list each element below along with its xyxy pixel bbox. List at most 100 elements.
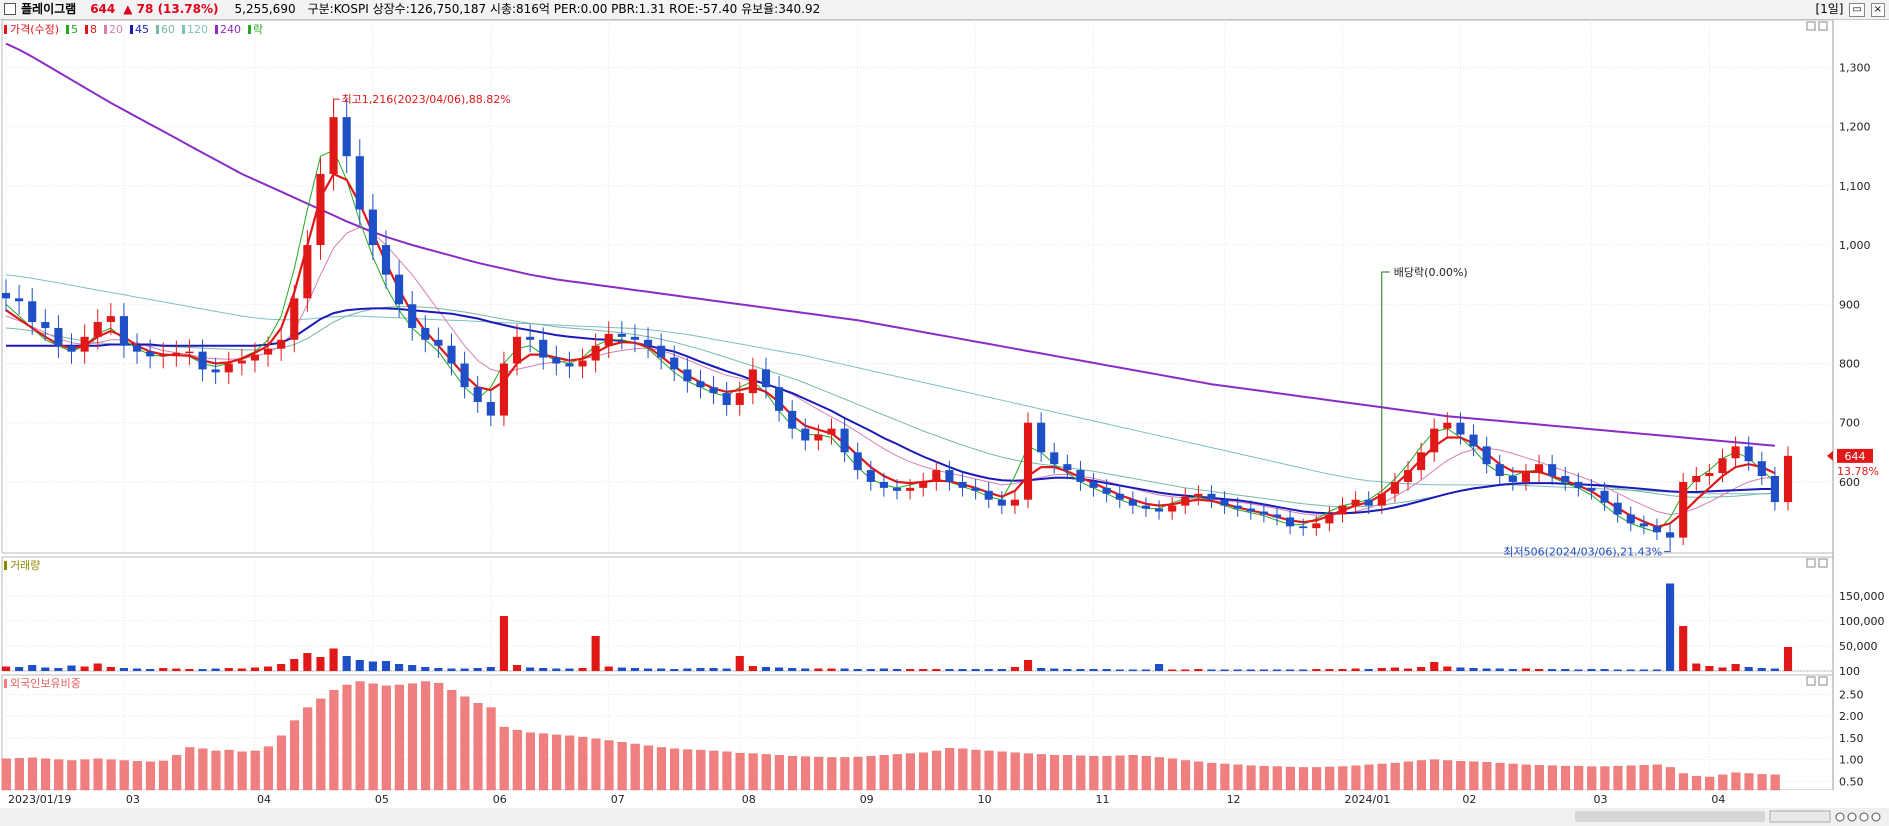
foreign-bar [1272, 766, 1282, 791]
x-tick-label: 10 [978, 793, 992, 806]
foreign-bar [984, 750, 994, 791]
foreign-title: 외국인보유비중 [10, 677, 81, 690]
volume-bar [185, 669, 194, 671]
volume-bar [1757, 668, 1766, 671]
volume-bar [381, 661, 391, 671]
candle-body [1561, 476, 1570, 482]
foreign-bar [1665, 767, 1675, 791]
foreign-bar [1233, 764, 1243, 791]
candle-body [879, 481, 888, 488]
volume-bar [224, 668, 233, 671]
foreign-bar [1128, 755, 1138, 791]
foreign-bar [355, 681, 365, 791]
volume-bar [1050, 668, 1059, 671]
foreign-bar [945, 748, 955, 791]
candle-body [539, 339, 548, 358]
foreign-bar [630, 743, 640, 791]
period-button[interactable]: [1일] [1815, 2, 1844, 16]
candle-body [670, 357, 679, 370]
price-y-tick: 1,100 [1839, 180, 1871, 193]
foreign-bar [80, 759, 90, 791]
zoom-fit-icon[interactable] [1871, 812, 1881, 822]
candle-body [788, 410, 797, 429]
foreign-bar [1416, 760, 1426, 791]
legend-ma-marker [85, 25, 88, 34]
volume-bar [447, 668, 456, 671]
foreign-bar [394, 684, 404, 791]
legend-price: 가격(수정) [10, 23, 59, 36]
volume-bar [958, 669, 967, 671]
candle-body [1783, 455, 1793, 503]
volume-bar [1574, 669, 1583, 671]
foreign-bar [1403, 761, 1413, 791]
x-tick-label: 2024/01 [1345, 793, 1391, 806]
panel-close-icon[interactable] [1818, 21, 1828, 31]
candle-body [932, 470, 941, 482]
foreign-bar [1469, 761, 1479, 791]
candle-body [512, 336, 522, 364]
foreign-bar [1298, 767, 1309, 791]
x-tick-label: 07 [611, 793, 625, 806]
candle-body [473, 387, 482, 402]
candle-body [1128, 499, 1137, 506]
x-tick-label: 08 [742, 793, 756, 806]
candle-body [185, 351, 194, 354]
stock-info: 구분:KOSPI 상장수:126,750,187 시총:816억 PER:0.0… [307, 2, 821, 16]
foreign-bar [1246, 765, 1256, 791]
candle-body [486, 401, 495, 416]
volume-bar [814, 668, 823, 671]
foreign-bar [1613, 765, 1623, 791]
volume-bar [1089, 669, 1098, 671]
foreign-bar [1312, 767, 1322, 791]
candle-body [1338, 505, 1347, 515]
candle-body [1168, 505, 1177, 512]
panel-close-icon[interactable] [1818, 676, 1828, 686]
candle-body [1403, 470, 1413, 482]
ma-120-line [5, 274, 1775, 495]
volume-bar [788, 668, 797, 671]
volume-bar [801, 668, 810, 671]
x-tick-label: 04 [257, 793, 271, 806]
x-tick-label: 04 [1711, 793, 1725, 806]
panel-close-icon[interactable] [1818, 558, 1828, 568]
foreign-bar [1259, 765, 1269, 791]
candle-body [984, 490, 993, 500]
legend-ma-marker [156, 25, 159, 34]
candle-body [1141, 505, 1151, 509]
candle-body [840, 428, 849, 453]
candle-body [696, 381, 705, 388]
volume-bar [1377, 668, 1386, 671]
low-marker [1664, 541, 1671, 553]
candle-body [591, 345, 600, 361]
minimize-icon[interactable]: ▭ [1849, 2, 1865, 17]
current-price: 644 [90, 2, 116, 16]
scroll-thumb[interactable] [1575, 811, 1765, 822]
select-checkbox[interactable] [4, 2, 16, 15]
volume-bar [971, 669, 980, 671]
panel-minimize-icon[interactable] [1806, 558, 1816, 568]
candle-body [892, 487, 902, 491]
close-icon[interactable]: × [1870, 2, 1885, 17]
zoom-slider[interactable] [1769, 810, 1831, 823]
foreign-bar [198, 748, 208, 791]
foreign-bar [54, 759, 64, 791]
candle-body [643, 339, 653, 346]
panel-minimize-icon[interactable] [1806, 676, 1816, 686]
volume-bar [67, 665, 76, 671]
candle-body [1613, 502, 1622, 515]
candle-body [1679, 481, 1688, 538]
zoom-out-icon[interactable] [1847, 812, 1857, 822]
candle-body [80, 336, 89, 352]
candle-body [1639, 523, 1648, 527]
foreign-bar [1063, 755, 1073, 791]
zoom-in-icon[interactable] [1835, 812, 1845, 822]
foreign-bar [565, 735, 575, 791]
zoom-reset-icon[interactable] [1859, 812, 1869, 822]
volume-bar [1272, 669, 1282, 671]
candle-body [421, 327, 430, 340]
candle-body [329, 117, 338, 174]
volume-bar [355, 660, 364, 671]
panel-minimize-icon[interactable] [1806, 21, 1816, 31]
candle-body [1417, 452, 1426, 471]
foreign-bar [172, 755, 182, 791]
